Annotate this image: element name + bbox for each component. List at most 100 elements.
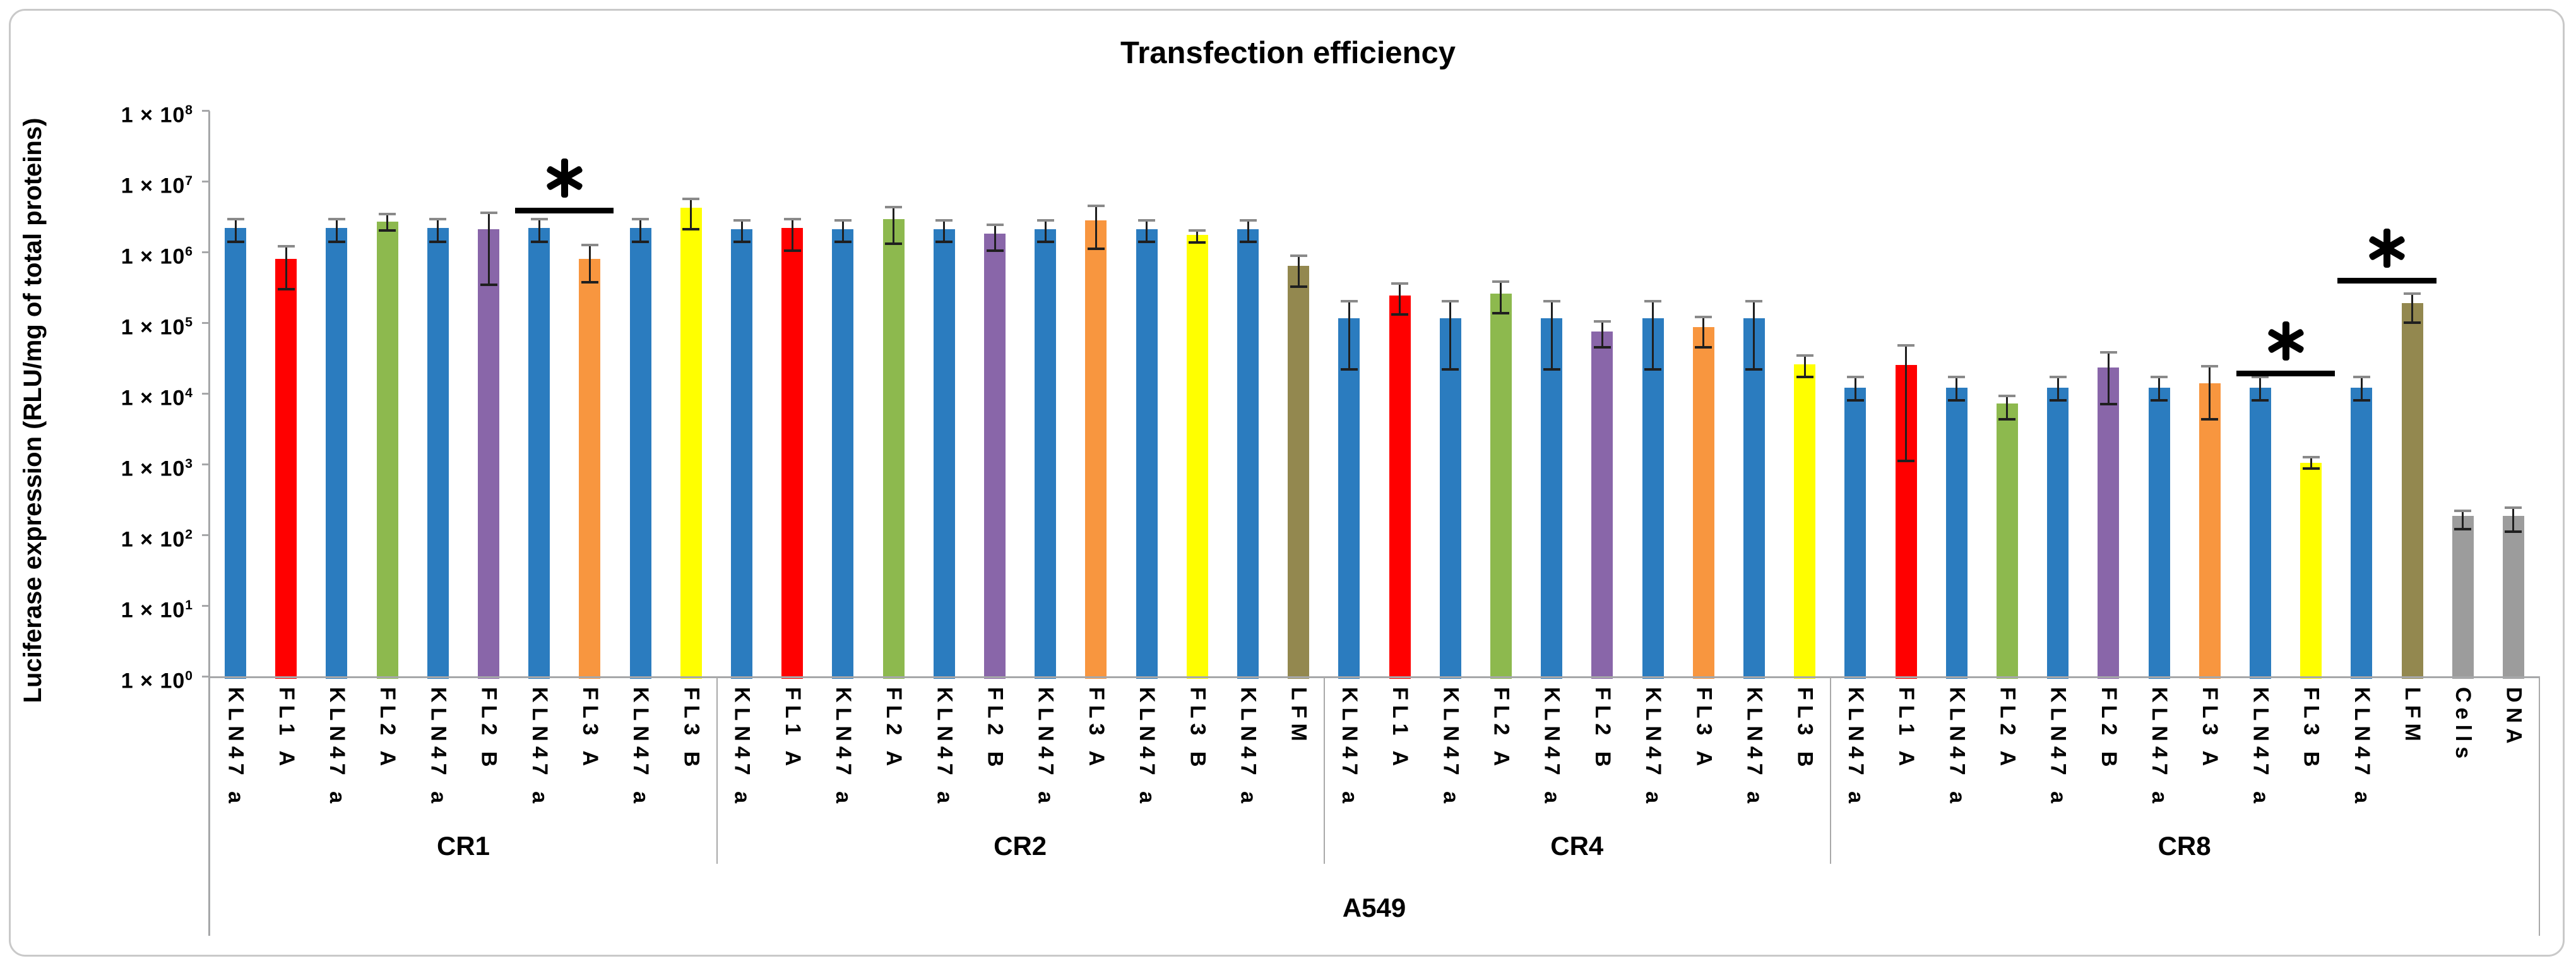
x-tick-label: KLN47 a bbox=[527, 687, 552, 809]
x-tick-label: KLN47 a bbox=[730, 687, 754, 809]
x-tick-label: FL2 B bbox=[477, 687, 501, 772]
bar-CR1-FL2B bbox=[478, 229, 500, 679]
error-bar-cap-top bbox=[2404, 292, 2421, 295]
error-bar-line bbox=[690, 199, 692, 229]
error-bar-cap-top bbox=[1036, 218, 1054, 222]
error-bar-cap-top bbox=[682, 198, 700, 201]
y-axis-tick-1e1 bbox=[202, 605, 210, 607]
bar-CR8-KLN47a bbox=[2047, 388, 2069, 679]
error-bar-cap-bottom bbox=[328, 240, 345, 243]
error-bar-line bbox=[335, 219, 338, 242]
error-bar-cap-top bbox=[1897, 344, 1915, 347]
bar-CR2-KLN47a bbox=[1035, 229, 1057, 679]
error-bar-cap-bottom bbox=[2302, 467, 2320, 470]
y-tick-exponent: 2 bbox=[185, 527, 193, 542]
error-bar-line bbox=[893, 207, 895, 244]
error-bar-line bbox=[1753, 301, 1755, 369]
error-bar-cap-top bbox=[1087, 204, 1105, 207]
bar-CR8-KLN47a bbox=[2351, 388, 2373, 679]
error-bar-line bbox=[1550, 301, 1553, 369]
error-bar-line bbox=[1146, 220, 1148, 242]
x-tick-label: KLN47 a bbox=[1945, 687, 1969, 809]
error-bar-cap-top bbox=[1593, 320, 1611, 323]
y-tick-label-1e2: 1 × 102 bbox=[121, 527, 193, 552]
error-bar-cap-top bbox=[733, 218, 751, 222]
error-bar-line bbox=[2057, 377, 2059, 400]
error-bar-line bbox=[437, 219, 439, 242]
error-bar-cap-bottom bbox=[2151, 398, 2168, 402]
bar-CR1-KLN47a bbox=[528, 227, 550, 679]
bar-CR2-KLN47a bbox=[1237, 229, 1259, 679]
y-tick-exponent: 3 bbox=[185, 457, 193, 471]
bar-CR8-KLN47a bbox=[2148, 388, 2170, 679]
error-bar-cap-top bbox=[1745, 300, 1763, 303]
x-tick-label: KLN47 a bbox=[426, 687, 451, 809]
x-tick-label: KLN47 a bbox=[1439, 687, 1463, 809]
x-tick-label: KLN47 a bbox=[1236, 687, 1261, 809]
x-tick-label: KLN47 a bbox=[1641, 687, 1666, 809]
error-bar-cap-bottom bbox=[1593, 345, 1611, 349]
error-bar-cap-bottom bbox=[834, 240, 852, 243]
error-bar-line bbox=[2462, 510, 2464, 530]
error-bar-line bbox=[1601, 321, 1603, 347]
error-bar-line bbox=[841, 220, 844, 242]
error-bar-cap-top bbox=[1948, 376, 1966, 379]
error-bar-cap-top bbox=[227, 218, 244, 221]
error-bar-cap-top bbox=[2353, 376, 2370, 379]
error-bar-cap-bottom bbox=[1340, 367, 1358, 371]
x-tick-label: FL1 A bbox=[274, 687, 299, 772]
error-bar-line bbox=[1803, 356, 1806, 378]
error-bar-line bbox=[791, 219, 793, 251]
x-tick-label: FL3 B bbox=[1793, 687, 1817, 772]
error-bar-cap-bottom bbox=[733, 240, 751, 243]
error-bar-line bbox=[234, 219, 237, 242]
error-bar-cap-bottom bbox=[480, 284, 497, 287]
group-label-cr4: CR4 bbox=[1550, 831, 1604, 861]
error-bar-cap-top bbox=[328, 218, 345, 221]
chart-title: Transfection efficiency bbox=[1120, 36, 1456, 70]
group-divider bbox=[1830, 676, 1832, 864]
error-bar-cap-bottom bbox=[2049, 398, 2067, 402]
x-tick-label: KLN47 a bbox=[831, 687, 855, 809]
error-bar-cap-top bbox=[277, 245, 295, 248]
error-bar-line bbox=[1956, 377, 1958, 400]
error-bar-cap-top bbox=[1644, 300, 1662, 303]
y-tick-label-1e6: 1 × 106 bbox=[121, 244, 193, 269]
error-bar-cap-bottom bbox=[1695, 345, 1712, 349]
x-axis-line bbox=[208, 676, 2539, 678]
error-bar-cap-bottom bbox=[1239, 240, 1257, 243]
error-bar-cap-bottom bbox=[2404, 321, 2421, 324]
y-tick-exponent: 7 bbox=[185, 174, 193, 188]
error-bar-line bbox=[2360, 377, 2363, 400]
error-bar-cap-bottom bbox=[682, 227, 700, 230]
bar-CR8-DNA bbox=[2502, 516, 2524, 679]
error-bar-cap-top bbox=[2454, 509, 2472, 512]
bar-CR1-FL2A bbox=[376, 221, 398, 679]
error-bar-cap-bottom bbox=[1036, 240, 1054, 243]
bar-CR1-FL1A bbox=[275, 258, 297, 679]
bar-CR8-LFM bbox=[2401, 302, 2423, 679]
x-tick-label: FL3 A bbox=[1084, 687, 1108, 772]
error-bar-line bbox=[2310, 457, 2312, 469]
bar-CR2-KLN47a bbox=[731, 229, 753, 679]
error-bar-cap-bottom bbox=[1543, 367, 1560, 371]
error-bar-cap-top bbox=[2302, 456, 2320, 459]
error-bar-cap-bottom bbox=[1290, 285, 1307, 289]
error-bar-cap-top bbox=[429, 218, 447, 221]
error-bar-cap-top bbox=[1846, 376, 1864, 379]
x-tick-label: KLN47 a bbox=[1540, 687, 1564, 809]
x-axis-cellline-label: A549 bbox=[1342, 893, 1406, 923]
error-bar-cap-top bbox=[581, 244, 598, 247]
bar-CR8-FL3A bbox=[2199, 383, 2221, 679]
error-bar-cap-bottom bbox=[1846, 398, 1864, 402]
error-bar-line bbox=[1702, 317, 1705, 347]
error-bar-line bbox=[2259, 377, 2262, 400]
error-bar-line bbox=[1652, 301, 1654, 369]
group-label-cr2: CR2 bbox=[994, 831, 1047, 861]
bar-CR4-KLN47a bbox=[1743, 318, 1765, 679]
x-tick-label: DNA bbox=[2502, 687, 2526, 749]
error-bar-cap-top bbox=[986, 224, 1004, 227]
error-bar-line bbox=[2512, 508, 2515, 532]
error-bar-cap-bottom bbox=[783, 249, 801, 252]
